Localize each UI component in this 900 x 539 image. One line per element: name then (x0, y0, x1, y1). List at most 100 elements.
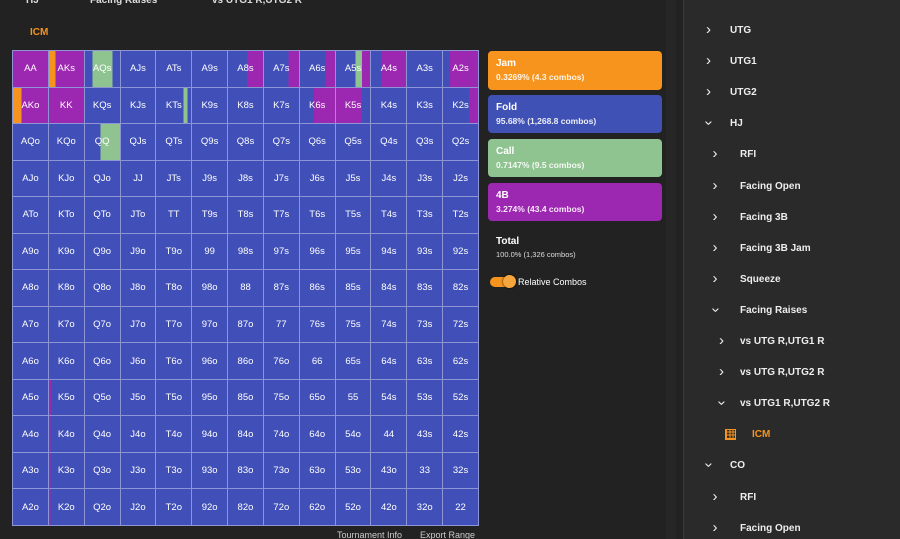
tree-item[interactable]: vs UTG R,UTG2 R (740, 367, 825, 379)
hand-cell[interactable]: A4o (13, 416, 49, 453)
hand-cell[interactable]: A8o (13, 270, 49, 307)
hand-cell[interactable]: T4o (156, 416, 193, 453)
hand-cell[interactable]: 62o (299, 489, 336, 526)
hand-cell[interactable]: T9s (192, 197, 229, 234)
hand-cell[interactable]: ATo (13, 197, 49, 234)
hand-cell[interactable]: 54o (335, 416, 372, 453)
hand-cell[interactable]: QTo (84, 197, 121, 234)
hand-cell[interactable]: AQo (13, 124, 49, 161)
hand-cell[interactable]: Q8o (84, 270, 121, 307)
hand-cell[interactable]: T8o (156, 270, 193, 307)
hand-cell[interactable]: J5o (120, 379, 157, 417)
tree-item[interactable]: vs UTG1 R,UTG2 R (740, 398, 831, 410)
hand-cell[interactable]: K8o (48, 270, 85, 307)
hand-cell[interactable]: K2o (48, 489, 85, 526)
hand-cell[interactable]: Q4o (84, 416, 121, 453)
chevron[interactable]: › (712, 238, 718, 256)
hand-cell[interactable]: J5s (335, 160, 372, 198)
hand-cell[interactable]: A4s (371, 51, 408, 88)
hand-cell[interactable]: 52s (443, 379, 479, 417)
hand-cell[interactable]: T5o (156, 379, 193, 417)
hand-cell[interactable]: 64o (299, 416, 336, 453)
hand-cell[interactable]: TT (156, 197, 193, 234)
hand-cell[interactable]: 73s (407, 306, 444, 344)
hand-cell[interactable]: 82s (443, 270, 479, 307)
hand-cell[interactable]: J2o (120, 489, 157, 526)
hand-cell[interactable]: 43o (371, 452, 408, 490)
tree-item[interactable]: Facing Raises (740, 304, 808, 316)
hand-cell[interactable]: A6s (299, 51, 336, 88)
hand-cell[interactable]: 72s (443, 306, 479, 344)
chevron[interactable]: › (712, 518, 718, 536)
hand-cell[interactable]: AKs (48, 51, 85, 88)
hand-cell[interactable]: KJo (48, 160, 85, 198)
hand-cell[interactable]: 97s (263, 233, 300, 271)
hand-cell[interactable]: 76s (299, 306, 336, 344)
hand-cell[interactable]: AJo (13, 160, 49, 198)
hand-cell[interactable]: 74s (371, 306, 408, 344)
hand-cell[interactable]: 74o (263, 416, 300, 453)
hand-cell[interactable]: QJo (84, 160, 121, 198)
hand-cell[interactable]: Q5o (84, 379, 121, 417)
hand-cell[interactable]: 92o (192, 489, 229, 526)
hand-cell[interactable]: 84s (371, 270, 408, 307)
hand-cell[interactable]: K5o (48, 379, 85, 417)
hand-cell[interactable]: T7o (156, 306, 193, 344)
hand-cell[interactable]: J6o (120, 343, 157, 380)
hand-cell[interactable]: QJs (120, 124, 157, 161)
hand-cell[interactable]: 98o (192, 270, 229, 307)
chevron[interactable]: › (700, 462, 718, 468)
hand-cell[interactable]: Q9o (84, 233, 121, 271)
tree-item[interactable]: HJ (730, 118, 743, 130)
tab[interactable]: ICM (30, 27, 49, 38)
footer-link[interactable]: Tournament Info (337, 530, 403, 539)
hand-cell[interactable]: Q3s (407, 124, 444, 161)
hand-cell[interactable]: 96o (192, 343, 229, 380)
hand-cell[interactable]: A2s (443, 51, 479, 88)
hand-cell[interactable]: 82o (228, 489, 264, 526)
hand-cell[interactable]: 98s (228, 233, 264, 271)
hand-cell[interactable]: QQ (84, 124, 121, 161)
hand-cell[interactable]: K7o (48, 306, 85, 344)
action-box[interactable]: Call 0.7147% (9.5 combos) (488, 139, 662, 177)
hand-cell[interactable]: 94s (371, 233, 408, 271)
action-box[interactable]: 4B 3.274% (43.4 combos) (488, 183, 662, 221)
hand-cell[interactable]: 42s (443, 416, 479, 453)
hand-cell[interactable]: 77 (263, 306, 300, 344)
hand-cell[interactable]: 62s (443, 343, 479, 380)
hand-cell[interactable]: T6s (299, 197, 336, 234)
hand-cell[interactable]: 97o (192, 306, 229, 344)
hand-cell[interactable]: T7s (263, 197, 300, 234)
hand-cell[interactable]: 54s (371, 379, 408, 417)
hand-cell[interactable]: A6o (13, 343, 49, 380)
breadcrumb[interactable]: Facing Raises (90, 0, 158, 6)
hand-cell[interactable]: 83s (407, 270, 444, 307)
hand-cell[interactable]: 87s (263, 270, 300, 307)
hand-cell[interactable]: A5s (335, 51, 372, 88)
hand-cell[interactable]: KTo (48, 197, 85, 234)
tree-item[interactable]: ICM (752, 429, 771, 441)
tree-item[interactable]: vs UTG R,UTG1 R (740, 336, 825, 347)
tree-item[interactable]: Facing 3B (740, 211, 788, 223)
hand-cell[interactable]: T8s (228, 197, 264, 234)
hand-cell[interactable]: JTs (156, 160, 193, 198)
hand-cell[interactable]: JTo (120, 197, 157, 234)
chevron[interactable]: › (713, 400, 731, 406)
chevron[interactable]: › (712, 487, 718, 505)
hand-cell[interactable]: K3o (48, 452, 85, 490)
hand-cell[interactable]: 85s (335, 270, 372, 307)
hand-cell[interactable]: A5o (13, 379, 49, 417)
hand-cell[interactable]: 33 (407, 452, 444, 490)
hand-cell[interactable]: 76o (263, 343, 300, 380)
chevron[interactable]: › (706, 52, 711, 70)
hand-cell[interactable]: J8s (228, 160, 264, 198)
hand-cell[interactable]: J7o (120, 306, 157, 344)
hand-cell[interactable]: T3o (156, 452, 193, 490)
hand-cell[interactable]: T2s (443, 197, 479, 234)
tree-item[interactable]: UTG (730, 25, 752, 36)
hand-cell[interactable]: AA (13, 51, 49, 88)
hand-cell[interactable]: K9s (192, 87, 229, 125)
hand-cell[interactable]: 75s (335, 306, 372, 344)
hand-cell[interactable]: 65s (335, 343, 372, 380)
breadcrumb[interactable]: HJ (26, 0, 39, 6)
